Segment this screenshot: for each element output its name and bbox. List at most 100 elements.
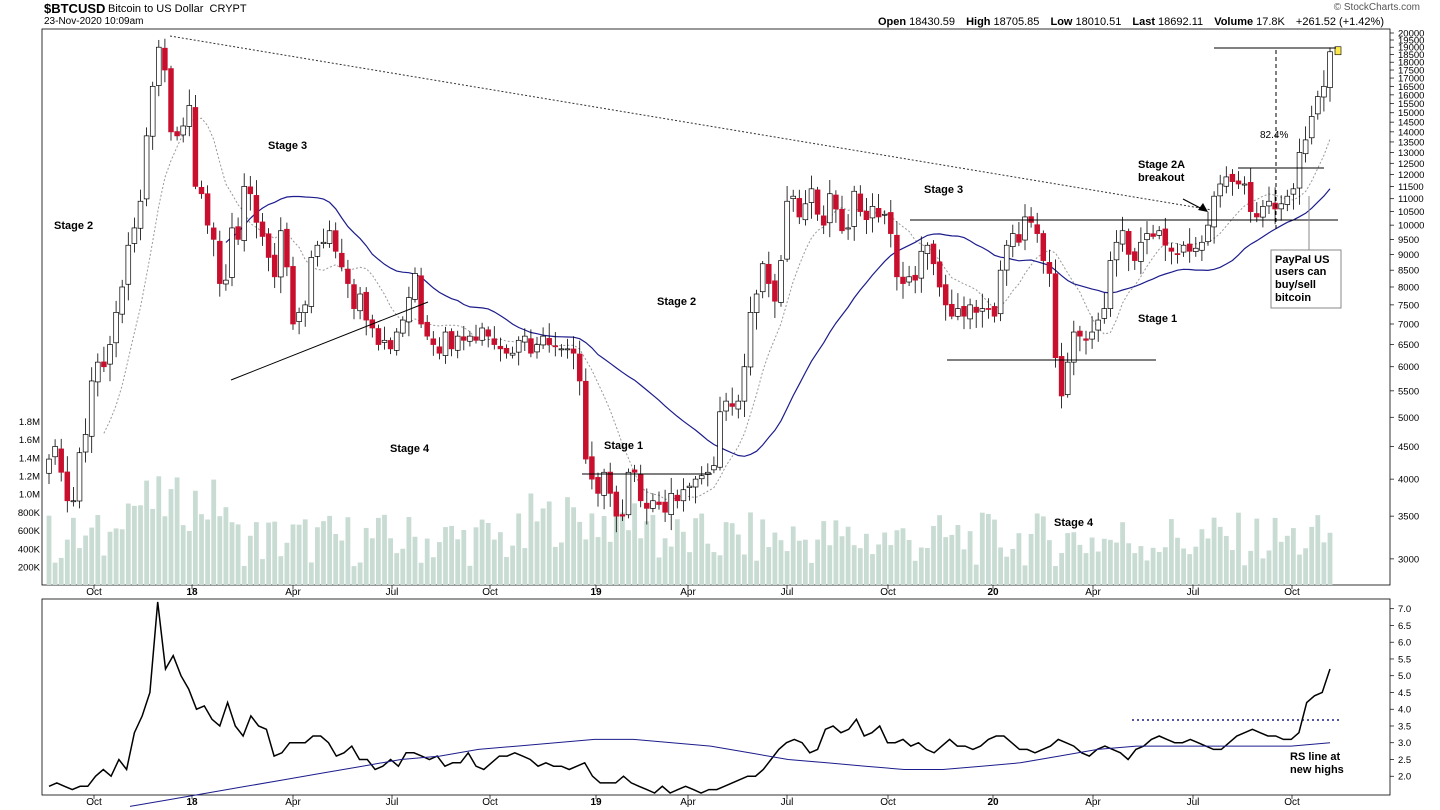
volume-bar: [693, 518, 698, 585]
candle-body: [772, 280, 778, 302]
rs-y-tick-label: 6.5: [1398, 621, 1411, 632]
candle-body: [119, 286, 125, 315]
y-tick-label: 5000: [1398, 413, 1419, 424]
annotations: Stage 2 Stage 3 Stage 4 Stage 1 Stage 2 …: [54, 130, 1344, 776]
candle-body: [1125, 231, 1132, 255]
stage1-mid-label: Stage 1: [1138, 313, 1177, 325]
candle-body: [1290, 188, 1297, 195]
candle-body: [339, 252, 345, 268]
candle-body: [217, 240, 223, 284]
y-tick-label: 8000: [1398, 282, 1419, 293]
volume-bar: [986, 513, 991, 585]
x-tick-label: 18: [186, 587, 198, 598]
candle-body: [522, 335, 528, 343]
candle-body: [381, 339, 388, 343]
volume-bar: [1169, 519, 1174, 585]
volume-bar: [1053, 565, 1058, 585]
volume-bar: [583, 539, 589, 585]
volume-bar: [1327, 532, 1333, 585]
volume-bar: [1321, 542, 1327, 585]
volume-bar: [620, 512, 625, 585]
y-tick-label: 20000: [1398, 29, 1424, 40]
volume-bar: [400, 548, 406, 585]
candle-body: [1315, 96, 1321, 115]
volume-bar: [46, 515, 52, 585]
volume-bar: [479, 519, 485, 585]
volume-bar: [443, 527, 448, 585]
volume-bar: [687, 552, 692, 585]
candle-body: [1107, 260, 1114, 309]
volume-bar: [1114, 542, 1119, 585]
candle-body: [46, 458, 52, 474]
rs-panel: [48, 601, 1331, 807]
volume-bar: [235, 524, 241, 585]
candle-body: [418, 275, 424, 325]
y-tick-label: 10000: [1398, 221, 1424, 232]
x-tick-label: Apr: [1085, 587, 1101, 598]
volume-bar: [260, 559, 265, 585]
volume-bar: [839, 536, 845, 585]
candle-body: [351, 284, 357, 309]
candle-body: [985, 308, 992, 310]
volume-bar: [949, 534, 955, 585]
candle-body: [265, 233, 272, 258]
low-label: Low: [1050, 16, 1073, 28]
volume-bar: [851, 545, 857, 585]
candle-body: [326, 230, 333, 244]
volume-bar: [491, 539, 497, 585]
candle-body: [314, 244, 321, 257]
candle-body: [491, 338, 498, 345]
volume-bar: [1193, 546, 1199, 585]
volume-bar: [650, 514, 656, 585]
volume-bar: [1010, 548, 1016, 585]
candle-body: [528, 338, 534, 354]
volume-bar: [357, 562, 363, 585]
candle-body: [766, 263, 772, 284]
rs-x-tick-label: 20: [987, 797, 999, 808]
volume-bar: [900, 528, 906, 585]
volume-bar: [857, 548, 863, 585]
volume-bar: [412, 536, 418, 585]
candle-body: [644, 502, 650, 509]
y-tick-label: 4500: [1398, 442, 1419, 453]
volume-bar: [1248, 550, 1254, 585]
volume-label: Volume: [1214, 16, 1254, 28]
volume-bar: [406, 517, 412, 585]
candle-body: [363, 291, 369, 321]
breakout-arrow-icon: [1198, 203, 1208, 212]
volume-bar: [107, 531, 113, 585]
volume-bar: [174, 477, 180, 585]
volume-bar: [424, 538, 430, 585]
candle-body: [955, 308, 961, 317]
candle-body: [1138, 241, 1144, 262]
rs-ma-line: [129, 738, 1331, 807]
candle-body: [1186, 243, 1193, 252]
rs-y-tick-label: 3.5: [1398, 721, 1411, 732]
rs-x-tick-label: 19: [590, 797, 602, 808]
volume-bar: [1034, 513, 1040, 585]
candle-body: [729, 403, 735, 407]
candle-body: [503, 347, 510, 354]
volume-bar: [1071, 532, 1077, 585]
candle-body: [162, 47, 168, 71]
x-tick-label: 20: [987, 587, 999, 598]
candle-body: [375, 328, 382, 345]
volume-bar: [394, 553, 400, 585]
candle-body: [442, 331, 449, 356]
volume-bar: [1095, 551, 1101, 585]
last-value: 18692.11: [1158, 16, 1204, 28]
volume-bar: [64, 539, 70, 585]
x-tick-label: Apr: [680, 587, 696, 598]
description-text: Bitcoin to US Dollar: [108, 3, 204, 15]
rs-x-tick-label: Oct: [86, 797, 102, 808]
volume-bar: [735, 534, 741, 585]
volume-bar: [528, 493, 534, 585]
rs-x-tick-label: Apr: [680, 797, 696, 808]
volume-bar: [870, 554, 875, 585]
candles: [46, 38, 1342, 533]
volume-bar: [595, 537, 601, 585]
volume-bar: [498, 532, 503, 585]
candle-body: [1150, 233, 1156, 237]
candle-body: [796, 198, 803, 218]
volume-bar: [918, 547, 924, 585]
